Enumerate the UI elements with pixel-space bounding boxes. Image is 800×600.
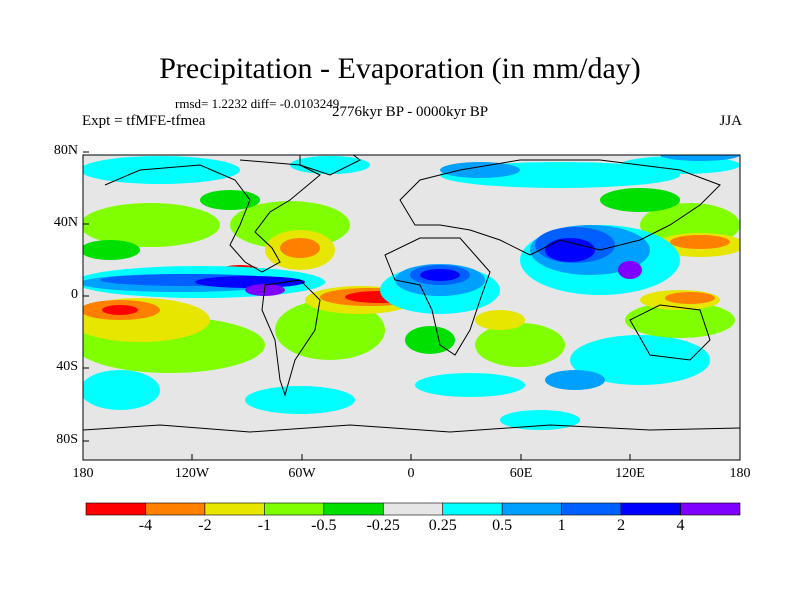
lat-tick-label: 40S <box>56 359 78 374</box>
plot-title: Precipitation - Evaporation (in mm/day) <box>159 52 641 85</box>
colorbar-label: -1 <box>257 517 272 534</box>
colorbar-label: -2 <box>198 517 212 534</box>
colorbar-label: 0.5 <box>492 517 513 534</box>
colorbar-label: 2 <box>617 517 626 534</box>
lat-tick-label: 40N <box>53 215 78 230</box>
lon-tick-label: 0 <box>407 466 415 481</box>
season-label: JJA <box>719 113 742 129</box>
coastlines <box>83 155 740 433</box>
precip-field <box>83 155 740 460</box>
experiment-label: Expt = tfMFE-tfmea <box>82 113 206 129</box>
lon-tick-label: 180 <box>72 466 94 481</box>
colorbar-label: -0.25 <box>366 517 400 534</box>
colorbar-label: 0.25 <box>428 517 457 534</box>
lon-tick-label: 180 <box>729 466 751 481</box>
period-label: 2776kyr BP - 0000kyr BP <box>331 104 489 120</box>
lon-tick-label: 60E <box>509 466 533 481</box>
colorbar-label: -0.5 <box>311 517 337 534</box>
lat-tick-label: 80S <box>56 432 78 447</box>
lon-tick-label: 60W <box>288 466 316 481</box>
rmsd-diff-label: rmsd= 1.2232 diff= -0.0103249 <box>175 96 340 111</box>
colorbar-label: 1 <box>557 517 566 534</box>
lon-tick-label: 120E <box>615 466 645 481</box>
lat-tick-label: 80N <box>53 143 78 158</box>
colorbar-label: -4 <box>138 517 153 534</box>
colorbar-label: 4 <box>676 517 685 534</box>
lat-tick-label: 0 <box>71 287 78 302</box>
lon-tick-label: 120W <box>174 466 210 481</box>
